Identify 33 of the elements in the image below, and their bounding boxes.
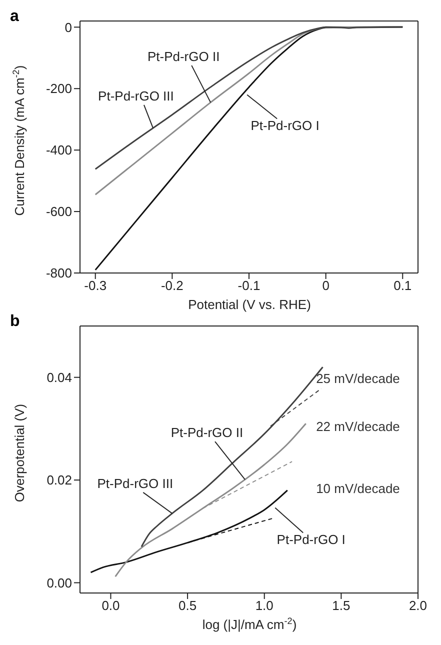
- chart-title: b: [10, 313, 20, 331]
- y-tick-label: -800: [46, 266, 72, 281]
- annotation: Pt-Pd-rGO I: [250, 118, 320, 134]
- line-series: [94, 26, 404, 170]
- x-tick-label: 1.0: [255, 598, 274, 614]
- x-axis-title: log (|J|/mA cm$^{-2}$): [202, 616, 297, 632]
- x-tick-label: 2.0: [408, 598, 428, 614]
- annotation: Pt-Pd-rGO II: [147, 48, 220, 64]
- annotation: 22 mV/decade: [316, 419, 400, 434]
- y-tick-label: 0: [64, 20, 72, 35]
- x-tick-label: 0.0: [102, 598, 120, 614]
- y-tick-label: 0.02: [46, 472, 72, 488]
- annotation: Pt-Pd-rGO III: [98, 88, 174, 104]
- x-tick-label: 0.5: [178, 598, 197, 614]
- annotation: Pt-Pd-rGO I: [276, 532, 346, 548]
- annotation: 10 mV/decade: [316, 481, 400, 496]
- x-tick-label: 1.5: [332, 598, 350, 614]
- y-tick-label: -400: [46, 142, 72, 158]
- y-tick-label: -600: [46, 204, 72, 220]
- x-tick-label: 0: [322, 278, 330, 294]
- annotation: 25 mV/decade: [316, 371, 400, 386]
- y-axis-title: Overpotential (V): [12, 404, 27, 502]
- y-tick-label: 0.04: [46, 370, 72, 385]
- annotation: Pt-Pd-rGO III: [97, 476, 174, 491]
- annotation: Pt-Pd-rGO II: [170, 424, 244, 440]
- y-tick-label: 0.00: [46, 575, 72, 590]
- x-tick-label: -0.2: [160, 278, 184, 294]
- x-tick-label: -0.3: [84, 278, 107, 294]
- x-tick-label: -0.1: [238, 278, 260, 294]
- chart-title: a: [10, 8, 19, 26]
- x-tick-label: 0.1: [394, 278, 412, 294]
- y-tick-label: -200: [46, 81, 72, 96]
- x-axis-title: Potential (V vs. RHE): [188, 297, 311, 312]
